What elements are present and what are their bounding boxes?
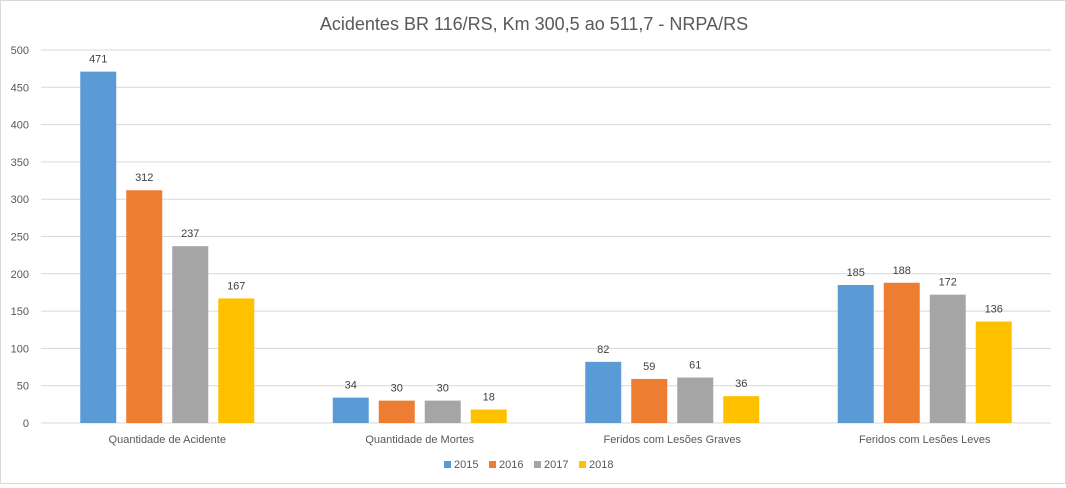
category-label: Feridos com Lesões Graves (603, 434, 741, 446)
y-tick-label: 300 (11, 194, 29, 206)
bar-2017 (424, 400, 461, 423)
y-tick-label: 250 (11, 232, 29, 244)
legend-label: 2018 (589, 459, 613, 471)
data-label: 471 (89, 54, 107, 66)
bar-2016 (883, 282, 920, 423)
legend-swatch-2015 (444, 461, 451, 468)
data-label: 30 (391, 383, 403, 395)
bar-2018 (723, 396, 760, 423)
bar-2018 (470, 409, 507, 423)
data-label: 30 (437, 383, 449, 395)
bar-2015 (80, 71, 117, 423)
x-axis-categories: Quantidade de Acidente Quantidade de Mort… (109, 434, 991, 446)
legend: 2015 2016 2017 2018 (444, 459, 613, 471)
bar-2016 (378, 400, 415, 423)
bar-2017 (929, 294, 966, 423)
data-label: 34 (345, 380, 357, 392)
data-labels: 471 312 237 167 34 30 30 18 82 59 61 36 185 188 172 136 (89, 54, 1003, 404)
legend-swatch-2016 (489, 461, 496, 468)
y-axis-ticks: 0 50 100 150 200 250 300 350 400 450 500 (11, 45, 29, 430)
y-tick-label: 350 (11, 157, 29, 169)
category-label: Feridos com Lesões Leves (859, 434, 991, 446)
bar-2015 (332, 397, 369, 423)
bar-2015 (837, 284, 874, 423)
bar-2017 (172, 246, 209, 423)
category-label: Quantidade de Acidente (109, 434, 226, 446)
bar-2017 (677, 377, 714, 423)
legend-label: 2015 (454, 459, 478, 471)
data-label: 82 (597, 344, 609, 356)
data-label: 61 (689, 359, 701, 371)
y-tick-label: 150 (11, 306, 29, 318)
y-tick-label: 500 (11, 45, 29, 57)
chart-title: Acidentes BR 116/RS, Km 300,5 ao 511,7 -… (320, 14, 748, 34)
bars (80, 71, 1012, 423)
y-tick-label: 400 (11, 120, 29, 132)
y-tick-label: 0 (23, 418, 29, 430)
data-label: 312 (135, 172, 153, 184)
data-label: 36 (735, 378, 747, 390)
bar-2016 (631, 378, 668, 423)
legend-swatch-2018 (579, 461, 586, 468)
data-label: 136 (985, 304, 1003, 316)
category-label: Quantidade de Mortes (365, 434, 474, 446)
bar-2016 (126, 190, 163, 423)
legend-swatch-2017 (534, 461, 541, 468)
bar-2018 (218, 298, 255, 423)
data-label: 237 (181, 228, 199, 240)
legend-label: 2016 (499, 459, 523, 471)
data-label: 185 (847, 267, 865, 279)
data-label: 59 (643, 361, 655, 373)
data-label: 188 (893, 265, 911, 277)
bar-2015 (585, 361, 622, 423)
legend-label: 2017 (544, 459, 568, 471)
data-label: 167 (227, 280, 245, 292)
data-label: 172 (939, 277, 957, 289)
y-tick-label: 100 (11, 343, 29, 355)
y-tick-label: 50 (17, 381, 29, 393)
gridlines (41, 49, 1051, 424)
y-tick-label: 200 (11, 269, 29, 281)
bar-2018 (975, 321, 1012, 423)
data-label: 18 (483, 392, 495, 404)
y-tick-label: 450 (11, 82, 29, 94)
